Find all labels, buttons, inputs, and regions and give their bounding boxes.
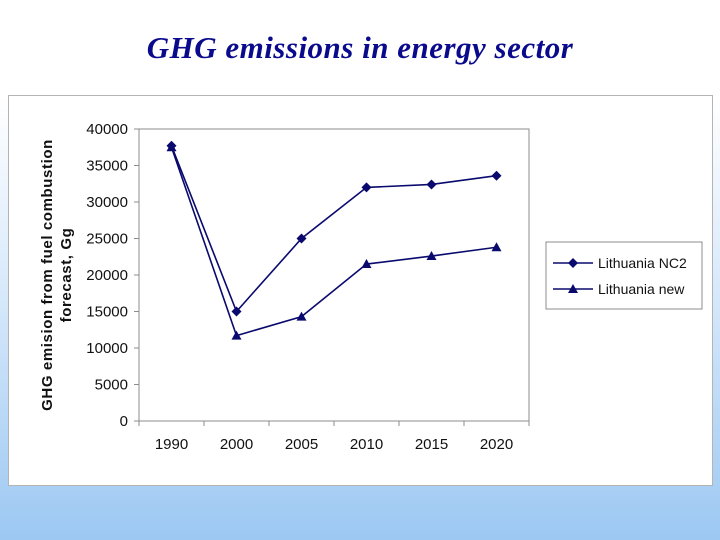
y-tick-label: 20000 bbox=[86, 267, 128, 284]
data-point bbox=[296, 311, 307, 321]
data-point bbox=[491, 242, 502, 252]
y-axis-title-line2: forecast, Gg bbox=[58, 228, 75, 323]
y-tick-label: 0 bbox=[120, 413, 128, 430]
legend-label: Lithuania NC2 bbox=[598, 255, 687, 271]
legend-item: Lithuania NC2 bbox=[553, 255, 687, 271]
y-tick-label: 30000 bbox=[86, 194, 128, 211]
legend-label: Lithuania new bbox=[598, 281, 685, 297]
chart-frame: 0 5000 10000 15000 20000 25000 30000 35000 40000… bbox=[8, 95, 713, 486]
x-tick-label: 1990 bbox=[155, 436, 188, 453]
y-tick-label: 35000 bbox=[86, 158, 128, 175]
data-point bbox=[426, 179, 437, 190]
x-tick-label: 2015 bbox=[415, 436, 448, 453]
series-1 bbox=[166, 140, 502, 317]
y-axis-title-line1: GHG emision from fuel combustion bbox=[39, 139, 56, 411]
data-point bbox=[361, 259, 372, 269]
x-tick-label: 2005 bbox=[285, 436, 318, 453]
series-2 bbox=[166, 142, 502, 340]
x-tick-label: 2010 bbox=[350, 436, 383, 453]
legend-item: Lithuania new bbox=[553, 281, 685, 297]
data-point bbox=[491, 170, 502, 181]
y-tick-label: 25000 bbox=[86, 231, 128, 248]
legend-marker bbox=[568, 258, 578, 268]
y-tick-label: 5000 bbox=[95, 377, 128, 394]
data-point bbox=[426, 251, 437, 261]
data-point bbox=[231, 306, 242, 317]
data-point bbox=[296, 233, 307, 244]
y-tick-label: 10000 bbox=[86, 340, 128, 357]
data-point bbox=[231, 330, 242, 340]
x-tick-label: 2020 bbox=[480, 436, 513, 453]
series-line bbox=[170, 146, 497, 337]
x-tick-label: 2000 bbox=[220, 436, 253, 453]
y-tick-label: 15000 bbox=[86, 304, 128, 321]
data-point bbox=[361, 182, 372, 193]
legend-marker bbox=[568, 284, 578, 293]
data-point bbox=[166, 142, 177, 152]
y-tick-label: 40000 bbox=[86, 121, 128, 138]
line-chart: 0 5000 10000 15000 20000 25000 30000 35000 40000… bbox=[39, 121, 703, 453]
legend: Lithuania NC2 Lithuania new bbox=[545, 241, 703, 310]
legend-box bbox=[545, 241, 703, 310]
slide-title: GHG emissions in energy sector bbox=[146, 30, 574, 65]
plot-area bbox=[138, 128, 530, 422]
series-line bbox=[170, 145, 497, 314]
